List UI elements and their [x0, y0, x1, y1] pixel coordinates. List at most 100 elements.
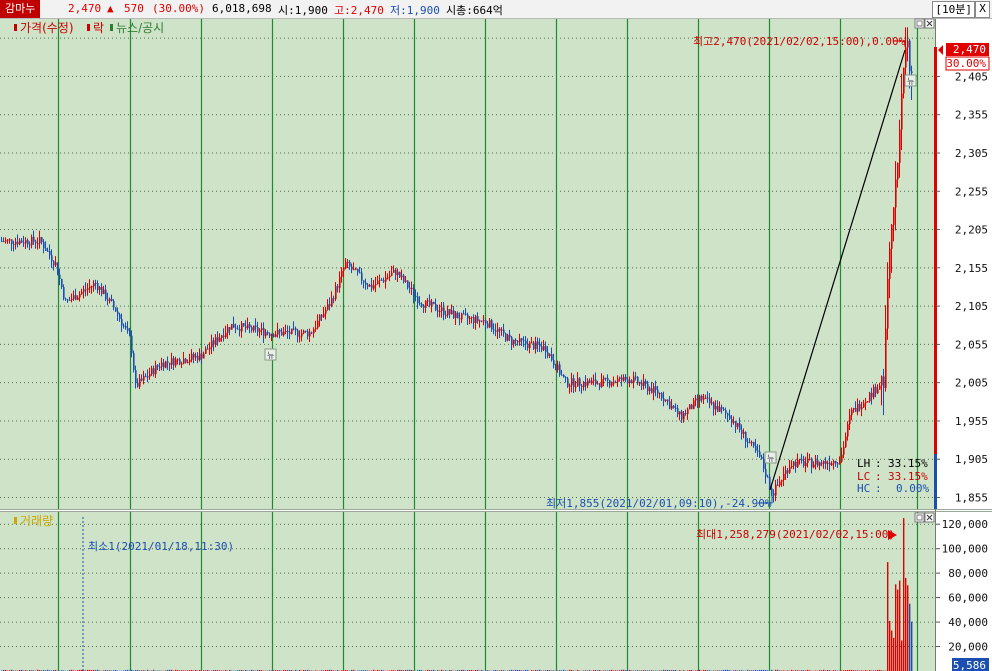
candle-body	[247, 324, 249, 329]
volume-bar	[169, 669, 171, 671]
candle-body	[833, 460, 835, 464]
candle-body	[611, 383, 613, 386]
candle-body	[585, 381, 587, 386]
candle-body	[319, 314, 321, 321]
volume-panel-close-button[interactable]	[924, 512, 935, 523]
candle-body	[751, 442, 753, 444]
price-change-pct: (30.00%)	[152, 2, 205, 15]
candle-body	[753, 442, 755, 446]
volume-bar	[903, 518, 905, 671]
candle-body	[345, 262, 347, 269]
candle-body	[289, 332, 291, 334]
candle-body	[277, 329, 279, 335]
candle-body	[261, 328, 263, 331]
candle-body	[155, 365, 157, 375]
volume-min-annotation: 최소1(2021/01/18,11:30)	[88, 540, 234, 553]
candle-body	[267, 332, 269, 334]
candle-body	[91, 286, 93, 288]
candle-body	[301, 333, 303, 337]
news-marker[interactable]: 뉴	[904, 74, 917, 87]
candle-body	[791, 465, 793, 467]
candle-body	[463, 313, 465, 315]
volume-axis	[935, 512, 992, 671]
candle-body	[589, 380, 591, 383]
trend-line[interactable]	[769, 49, 906, 491]
low-annotation: 최저1,855(2021/02/01,09:10),-24.90%	[546, 497, 772, 510]
candle-body	[679, 411, 681, 415]
candle-body	[227, 327, 229, 333]
candle-body	[169, 362, 171, 365]
legend-price-label[interactable]: 가격(수정)	[20, 21, 74, 35]
volume-panel	[0, 512, 935, 671]
chart-area[interactable]: 가격(수정) 락 뉴스/공시 최고2,470(2021/02/02,15:00)…	[0, 18, 992, 671]
hc-label: HC	[857, 482, 870, 495]
volume-panel-title[interactable]: 거래량	[20, 514, 53, 528]
candle-body	[141, 378, 143, 381]
volume-bar	[763, 669, 765, 671]
volume-bar	[765, 669, 767, 671]
volume-bar	[725, 669, 727, 671]
volume-bar	[5, 669, 7, 671]
candle-body	[165, 361, 167, 368]
volume-max-arrow-icon	[888, 530, 897, 540]
candle-body	[31, 236, 33, 246]
candle-body	[397, 271, 399, 275]
candle-body	[869, 392, 871, 402]
candle-body	[113, 300, 115, 308]
candle-body	[823, 460, 825, 464]
period-button[interactable]: [10분]	[932, 1, 975, 18]
candle-body	[739, 423, 741, 430]
price-panel-close-button[interactable]	[924, 18, 935, 29]
quote-header: 감마누 2,470 ▲ 570 (30.00%) 6,018,698 시:1,9…	[0, 0, 992, 19]
candle-body	[121, 318, 123, 326]
candle-body	[691, 404, 693, 409]
candle-body	[707, 397, 709, 399]
legend-news-label[interactable]: 뉴스/공시	[116, 21, 164, 35]
candle-body	[837, 463, 839, 465]
candle-body	[721, 407, 723, 410]
candle-body	[453, 310, 455, 319]
volume-bar	[283, 669, 285, 671]
candle-body	[473, 317, 475, 323]
news-marker[interactable]: 뉴	[264, 348, 277, 361]
candle-body	[759, 451, 761, 457]
stock-name[interactable]: 감마누	[0, 0, 41, 18]
candle-body	[789, 466, 791, 473]
volume-bar	[771, 669, 773, 671]
candle-body	[321, 314, 323, 317]
candle-body	[305, 330, 307, 332]
svg-text:뉴: 뉴	[767, 454, 774, 463]
candle-body	[547, 352, 549, 357]
candle-body	[211, 340, 213, 348]
volume-panel-minimize-button[interactable]	[914, 512, 925, 523]
candle-body	[835, 460, 837, 464]
svg-text::: :	[875, 470, 882, 483]
candle-body	[597, 383, 599, 385]
legend-lock-label[interactable]: 락	[93, 21, 104, 35]
volume-bar	[893, 637, 895, 671]
price-panel-minimize-button[interactable]	[914, 18, 925, 29]
candle-body	[325, 309, 327, 314]
candle-body	[449, 309, 451, 315]
volume-bar	[629, 669, 631, 671]
price-panel	[0, 19, 935, 509]
candle-body	[517, 340, 519, 343]
news-marker[interactable]: 뉴	[764, 451, 777, 464]
volume-bar	[399, 669, 401, 671]
open-value: 시:1,900	[278, 4, 328, 17]
close-icon[interactable]: X	[975, 1, 990, 18]
candle-body	[483, 320, 485, 322]
price-tick-label: 2,405	[955, 70, 988, 83]
volume-value: 6,018,698	[212, 2, 272, 15]
candle-body	[787, 470, 789, 473]
volume-bar	[131, 669, 133, 671]
candle-body	[661, 393, 663, 399]
volume-bar	[377, 669, 379, 671]
volume-bar	[911, 621, 913, 671]
candle-body	[53, 261, 55, 266]
candle-body	[621, 377, 623, 381]
candle-body	[875, 386, 877, 394]
candle-body	[737, 423, 739, 427]
candle-body	[711, 402, 713, 404]
candle-body	[137, 382, 139, 387]
